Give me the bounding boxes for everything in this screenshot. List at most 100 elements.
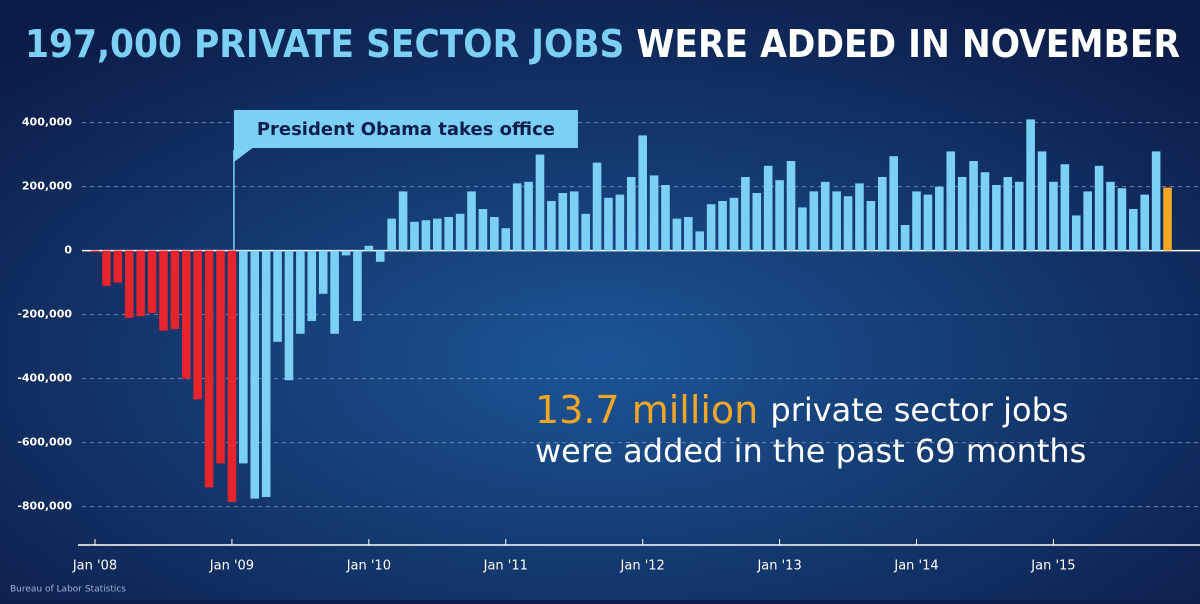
y-tick-label: 200,000 (22, 180, 72, 193)
bar (341, 250, 351, 256)
bar (1151, 151, 1161, 251)
bar (353, 250, 362, 321)
bar (969, 161, 978, 251)
callout-line2: were added in the past 69 months (535, 432, 1086, 470)
bar (444, 217, 454, 251)
annotation-text: President Obama takes office (257, 119, 555, 140)
y-tick-label: -200,000 (17, 308, 72, 321)
bar (102, 250, 111, 286)
bar (375, 250, 385, 262)
annotation-box (233, 110, 578, 148)
bar (695, 231, 705, 251)
callout-highlight: 13.7 million (535, 388, 758, 432)
bar (204, 250, 214, 488)
bar (604, 197, 613, 251)
bar (284, 250, 294, 381)
callout-text: private sector jobs (770, 391, 1068, 429)
bar (307, 250, 317, 321)
bar (1106, 181, 1115, 251)
bar (147, 250, 157, 313)
bar (935, 186, 944, 251)
bar (1083, 191, 1092, 251)
x-tick-label: Jan '10 (346, 559, 391, 574)
bar (889, 156, 898, 251)
bar (661, 185, 670, 251)
bar (364, 245, 374, 251)
bar (490, 217, 499, 251)
bar (250, 250, 260, 499)
bar (638, 135, 647, 251)
bar (193, 250, 202, 400)
y-tick-label: -800,000 (17, 500, 72, 513)
bar (832, 191, 841, 251)
bar (626, 177, 636, 251)
bar (239, 250, 248, 464)
bar (775, 180, 784, 251)
bar (1071, 215, 1081, 251)
bar (1026, 119, 1035, 251)
bar (843, 196, 853, 251)
bar (1117, 188, 1127, 251)
x-tick-label: Jan '12 (620, 559, 665, 574)
x-tick-label: Jan '15 (1030, 559, 1075, 574)
bar (706, 204, 716, 251)
bar (1163, 187, 1172, 251)
y-tick-label: 0 (64, 244, 72, 257)
bar (478, 209, 488, 251)
bar (992, 185, 1001, 251)
bar (855, 183, 864, 251)
bar (729, 197, 739, 251)
bar (809, 191, 819, 251)
bar (877, 177, 887, 251)
y-tick-label: 400,000 (22, 116, 72, 129)
bar (752, 193, 762, 251)
bar (569, 191, 579, 251)
bar (318, 250, 328, 294)
callout-line1: 13.7 million private sector jobs (535, 388, 1069, 432)
y-tick-label: -600,000 (17, 436, 72, 449)
bar (330, 250, 339, 334)
bar (912, 191, 921, 251)
bar (615, 194, 625, 251)
bar (90, 250, 100, 253)
bar (410, 221, 419, 251)
x-tick-label: Jan '11 (483, 559, 528, 574)
bar (980, 172, 990, 251)
x-tick-label: Jan '13 (756, 559, 801, 574)
bar (535, 154, 545, 251)
bar (455, 213, 465, 251)
bar (124, 250, 134, 318)
x-tick-label: Jan '14 (893, 559, 938, 574)
bar (684, 217, 693, 251)
bar (1060, 164, 1070, 251)
bar (741, 177, 750, 251)
bar (170, 250, 180, 329)
bar (387, 218, 396, 251)
bar (957, 177, 967, 251)
bar (512, 183, 522, 251)
bar (1003, 177, 1013, 251)
bar (866, 201, 876, 251)
title-rest: WERE ADDED IN NOVEMBER (636, 22, 1180, 66)
bar (1014, 181, 1024, 251)
chart-title: 197,000 PRIVATE SECTOR JOBS WERE ADDED I… (25, 22, 1180, 66)
bar (524, 181, 533, 251)
bar (718, 201, 727, 251)
source: Bureau of Labor Statistics (10, 585, 126, 595)
x-tick-label: Jan '08 (72, 559, 117, 574)
title-highlight: 197,000 PRIVATE SECTOR JOBS (25, 22, 624, 66)
bar (946, 151, 956, 251)
bar (398, 191, 408, 251)
annotation-pointer (233, 147, 254, 162)
bar (558, 193, 568, 251)
x-tick-label: Jan '09 (209, 559, 254, 574)
bar (547, 201, 556, 251)
bar (763, 165, 773, 251)
bar (1140, 194, 1150, 251)
bar (421, 220, 431, 251)
bar (467, 191, 476, 251)
bar (820, 181, 830, 251)
bar (900, 225, 910, 251)
